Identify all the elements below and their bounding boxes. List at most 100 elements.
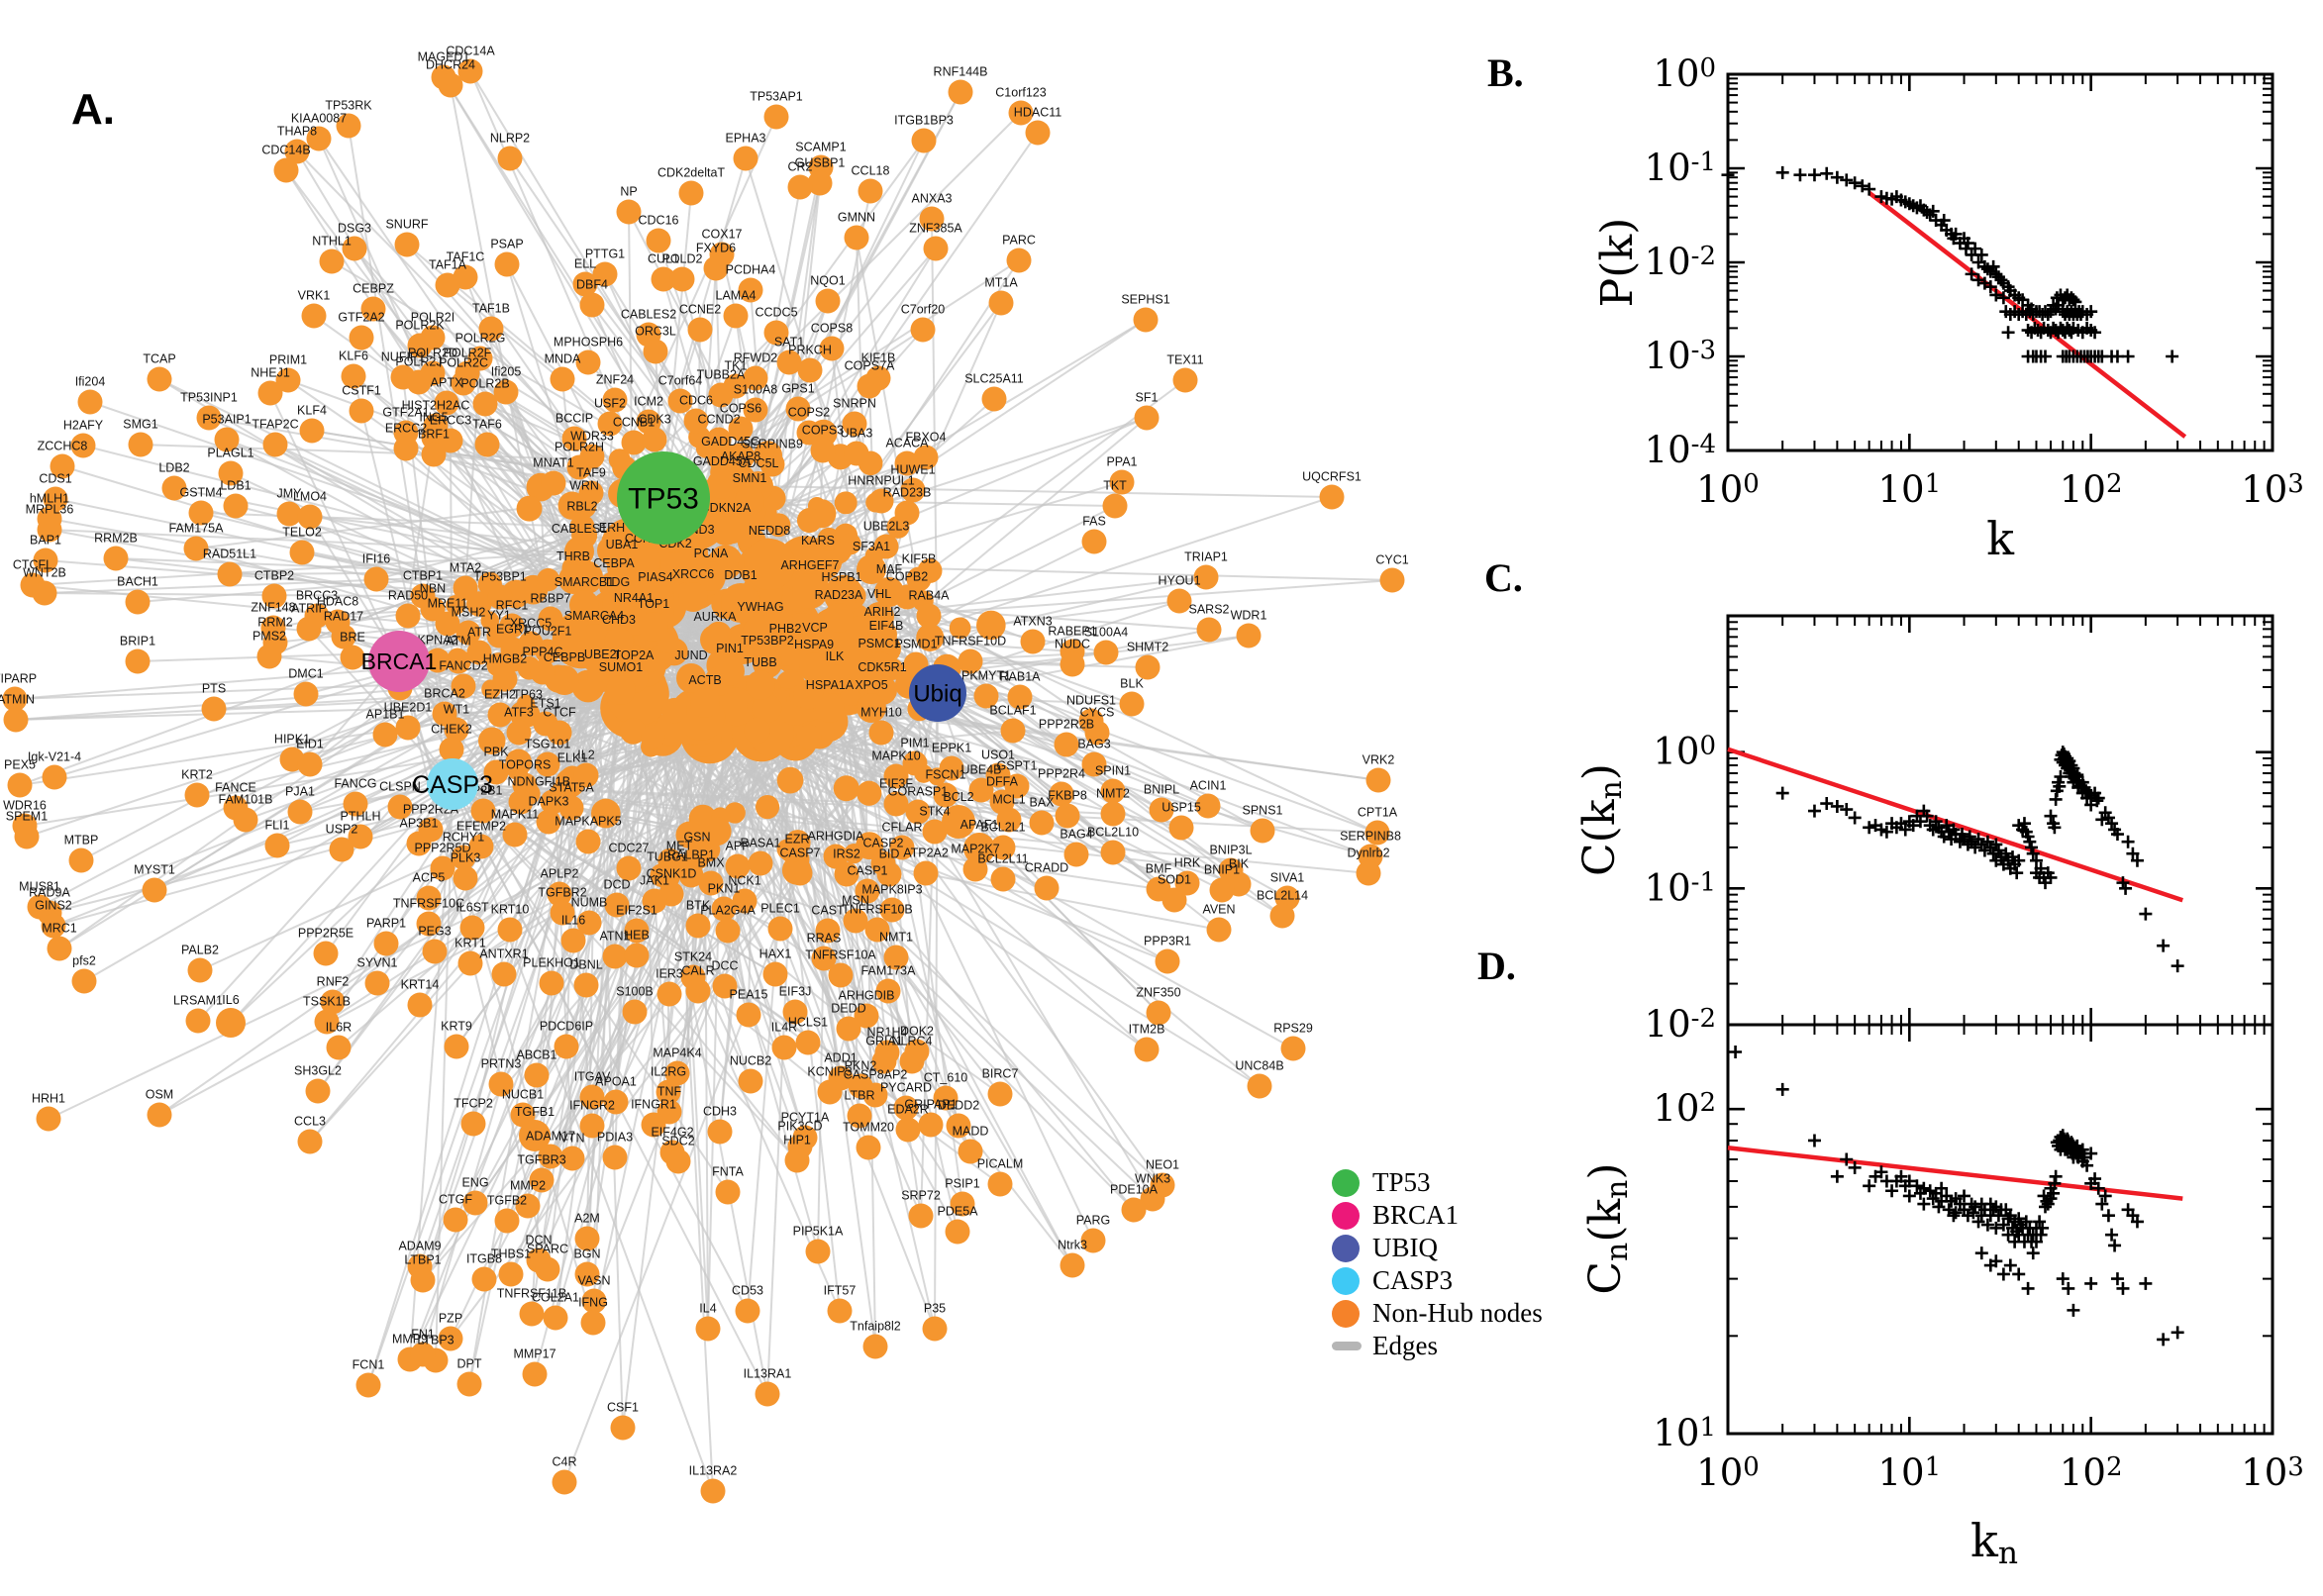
network-node-label: P53AIP1 xyxy=(202,413,251,427)
network-node xyxy=(438,1326,463,1351)
network-node xyxy=(590,798,621,829)
network-node xyxy=(805,1239,831,1264)
data-point xyxy=(1989,1221,2003,1235)
network-node-label: NEDD8 xyxy=(749,524,790,538)
data-point xyxy=(1898,823,1912,837)
data-point xyxy=(2095,813,2109,827)
network-node xyxy=(1155,948,1180,974)
network-node xyxy=(919,206,945,232)
network-node xyxy=(776,766,804,794)
network-node-label: PTTG1 xyxy=(585,248,625,261)
network-node-label: ATMIN xyxy=(0,693,35,707)
network-node-label: MAPK8IP3 xyxy=(861,883,922,897)
network-node-label: HAX1 xyxy=(759,948,792,961)
network-node-label: CASP8AP2 xyxy=(844,1068,908,1082)
network-node-label: GMNN xyxy=(838,211,875,225)
network-node-label: CYC1 xyxy=(1375,553,1408,567)
network-node-label: HUWE1 xyxy=(890,463,935,477)
network-node-label: BGN xyxy=(573,1247,600,1261)
data-point xyxy=(1923,1184,1937,1198)
data-point xyxy=(2088,1172,2102,1186)
network-node-label: PCNA xyxy=(694,547,729,560)
network-node-label: USP2 xyxy=(326,823,358,837)
network-node xyxy=(564,537,594,566)
network-node xyxy=(875,978,901,1004)
network-node-label: ENG xyxy=(461,1176,488,1190)
network-node-label: CTBP1 xyxy=(403,569,443,583)
network-node-label: FLI1 xyxy=(264,819,289,833)
network-node-label: MET xyxy=(666,840,693,853)
hub-node-tp53 xyxy=(617,451,710,545)
network-node-label: MNAT1 xyxy=(533,456,573,470)
network-node-label: XRCC6 xyxy=(672,567,714,581)
network-node-label: AP3B1 xyxy=(400,817,439,831)
network-node xyxy=(1006,248,1032,273)
network-node-label: TGFB1 xyxy=(515,1105,555,1119)
network-node-label: ELK1 xyxy=(557,751,588,765)
network-node xyxy=(702,817,732,847)
network-node-label: IL16 xyxy=(561,914,585,928)
network-node xyxy=(913,445,939,470)
network-node-label: CCL3 xyxy=(294,1115,326,1129)
network-node-label: EIF4G2 xyxy=(651,1126,693,1140)
network-node-label: ATR xyxy=(467,626,491,640)
network-node xyxy=(478,316,504,342)
data-point xyxy=(1986,259,2000,273)
axis-title: Cn(kn) xyxy=(1580,1162,1635,1294)
data-point xyxy=(1996,291,2010,305)
network-node xyxy=(1025,120,1051,146)
network-node-label: GORASP1 xyxy=(888,785,948,799)
network-node-label: KIF5B xyxy=(902,552,937,566)
network-node xyxy=(678,180,704,206)
network-node xyxy=(744,717,770,745)
data-point xyxy=(2056,1272,2070,1286)
data-point xyxy=(1894,1169,1908,1183)
network-node-label: CEBPZ xyxy=(353,282,394,296)
network-node xyxy=(487,584,513,610)
data-point xyxy=(1793,168,1807,182)
tick-label: 103 xyxy=(2241,1451,2304,1494)
network-node-label: WDR16 xyxy=(3,799,47,813)
network-node-label: IER3 xyxy=(656,967,683,981)
network-node xyxy=(435,272,460,298)
network-node-label: EPPK1 xyxy=(932,742,971,755)
network-node-label: PSAP xyxy=(490,238,523,251)
data-point xyxy=(1917,1197,1931,1211)
network-node xyxy=(491,961,517,987)
network-node-label: RAD50 xyxy=(388,589,428,603)
network-node-label: CDC6 xyxy=(679,394,713,408)
network-node xyxy=(665,1148,691,1174)
plot-ticks xyxy=(1728,74,2272,450)
network-node-label: S100A4 xyxy=(1084,626,1129,640)
network-node-label: BACH1 xyxy=(117,575,158,589)
network-nodes xyxy=(2,58,1405,1504)
network-node-label: SLC25A11 xyxy=(964,372,1024,386)
network-node xyxy=(457,950,483,976)
network-node xyxy=(571,493,597,519)
network-node xyxy=(639,648,663,672)
network-node-label: TNFRSF10A xyxy=(805,948,876,962)
network-node-label: WNK3 xyxy=(1135,1172,1170,1186)
network-node-label: C7orf20 xyxy=(901,303,946,317)
tick-label: 100 xyxy=(1696,1451,1760,1494)
network-node-label: PPP2R4 xyxy=(1038,767,1085,781)
network-node-label: ATM xyxy=(446,635,470,648)
network-node xyxy=(435,611,460,637)
network-node-label: HIP1 xyxy=(783,1134,811,1147)
network-node-label: NMT2 xyxy=(1096,787,1130,801)
network-node-label: Igk-V21-4 xyxy=(28,750,81,764)
network-node xyxy=(460,1111,486,1137)
network-node xyxy=(233,807,258,833)
network-node-label: TSSK1B xyxy=(303,995,351,1009)
network-node-label: IL13RA2 xyxy=(689,1464,738,1478)
data-point xyxy=(1969,242,1982,255)
data-point xyxy=(2171,959,2184,973)
network-node-label: PSMD1 xyxy=(894,638,937,651)
network-node-label: IFNGR1 xyxy=(631,1098,676,1112)
network-node-label: MRC1 xyxy=(42,922,76,936)
network-node xyxy=(373,931,399,956)
network-node-label: NUMB xyxy=(571,896,608,910)
network-node-label: ACACA xyxy=(885,437,929,450)
axis-title: C(kn) xyxy=(1574,763,1629,876)
network-node xyxy=(968,777,994,803)
